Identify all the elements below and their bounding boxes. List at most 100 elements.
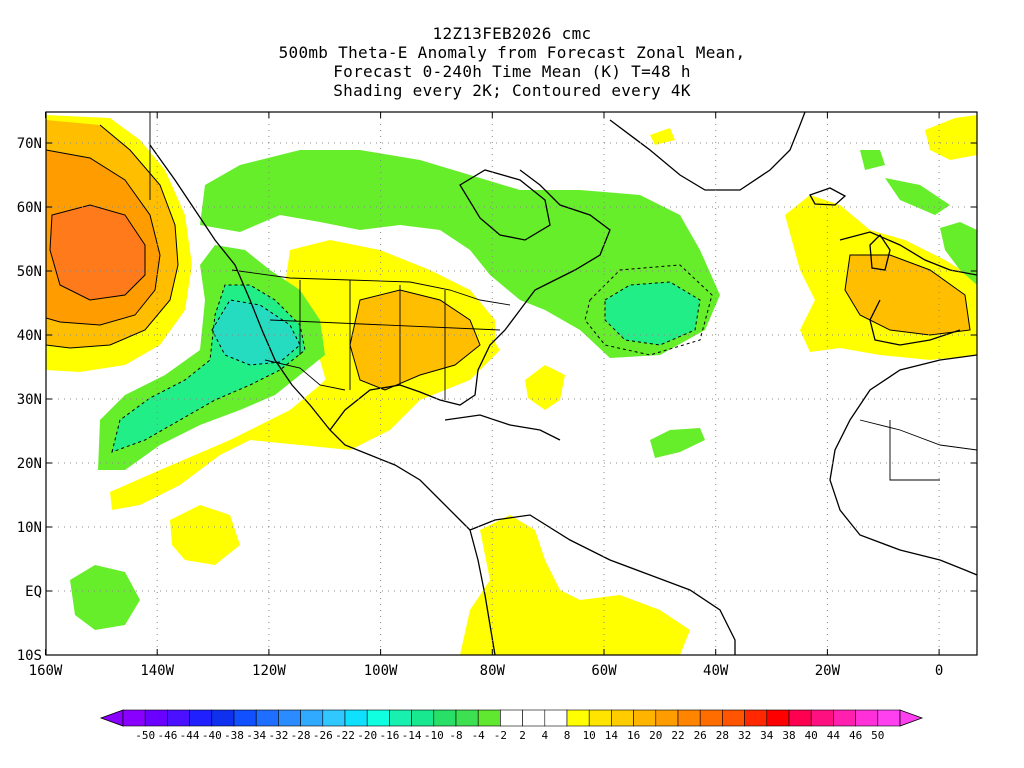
- y-tick-label-1: 60N: [17, 200, 42, 216]
- cold-anomaly-atlantic-small: [885, 178, 950, 215]
- colorbar-swatch-22: [611, 709, 634, 727]
- coast-uk: [869, 233, 891, 271]
- contour-lines-negative: [111, 264, 713, 453]
- coast-south-america: [469, 514, 736, 655]
- title-line-variable: 500mb Theta-E Anomaly from Forecast Zona…: [278, 43, 746, 62]
- border-us-canada: [231, 269, 511, 306]
- colorbar-label-9: -22: [335, 729, 355, 742]
- contour-west-cold-outer: [111, 284, 306, 453]
- x-tick-label-1: 140W: [140, 663, 174, 679]
- colorbar-swatch-15: [455, 709, 479, 727]
- colorbar-swatch-4: [211, 709, 235, 727]
- colorbar-swatch-2: [167, 709, 190, 727]
- colorbar-swatch-30: [788, 709, 812, 727]
- border-africa-2: [889, 420, 940, 481]
- colorbar-swatch-28: [744, 709, 768, 727]
- colorbar-label-13: -10: [424, 729, 444, 742]
- colorbar-swatch-6: [255, 709, 279, 727]
- y-tick-label-0: 70N: [17, 136, 42, 152]
- colorbar-swatch-31: [810, 709, 834, 727]
- colorbar-label-29: 38: [782, 729, 795, 742]
- colorbar-label-27: 32: [738, 729, 751, 742]
- colorbar-swatch-20: [566, 709, 590, 727]
- colorbar-label-19: 8: [564, 729, 571, 742]
- cold-anomaly-tropical-atlantic: [650, 428, 705, 458]
- colorbar-label-2: -44: [180, 729, 200, 742]
- colorbar-label-5: -34: [246, 729, 266, 742]
- colorbar-label-8: -26: [313, 729, 333, 742]
- colorbar-swatch-3: [189, 709, 213, 727]
- map-title: 12Z13FEB2026 cmc 500mb Theta-E Anomaly f…: [0, 24, 1024, 100]
- x-tick-label-4: 80W: [480, 663, 506, 679]
- y-tick-label-5: 20N: [17, 456, 42, 472]
- contour-us-warm: [349, 289, 481, 391]
- colorbar-label-25: 26: [694, 729, 707, 742]
- colorbar-swatch-26: [699, 709, 723, 727]
- x-tick-label-2: 120W: [252, 663, 286, 679]
- colorbar-label-30: 40: [805, 729, 818, 742]
- colorbar-label-26: 28: [716, 729, 729, 742]
- title-line-forecast: Forecast 0-240h Time Mean (K) T=48 h: [333, 62, 691, 81]
- colorbar-swatch-12: [389, 709, 412, 727]
- colorbar-label-0: -50: [135, 729, 155, 742]
- colorbar-swatch-29: [766, 709, 790, 727]
- title-line-date: 12Z13FEB2026 cmc: [432, 24, 592, 43]
- colorbar-swatch-18: [522, 709, 546, 727]
- warm-anomaly-south-america: [460, 515, 690, 655]
- coast-africa: [829, 354, 977, 576]
- colorbar-label-23: 20: [649, 729, 662, 742]
- colorbar-swatch-10: [344, 709, 368, 727]
- colorbar-label-18: 4: [541, 729, 548, 742]
- colorbar-arrow-right: [899, 709, 924, 727]
- coast-caribbean: [444, 414, 561, 441]
- colorbar-label-7: -28: [291, 729, 311, 742]
- colorbar-label-4: -38: [224, 729, 244, 742]
- x-tick-label-7: 20W: [815, 663, 841, 679]
- colorbar-label-28: 34: [760, 729, 774, 742]
- colorbar-swatch-24: [655, 709, 679, 727]
- contour-pacific-mid: [46, 149, 161, 326]
- colorbar-label-32: 46: [849, 729, 862, 742]
- contour-atlantic-cold-outer: [584, 264, 713, 356]
- colorbar-label-15: -4: [472, 729, 486, 742]
- y-tick-label-2: 50N: [17, 264, 42, 280]
- warm-anomaly-us-core: [350, 290, 480, 390]
- colorbar-swatch-14: [433, 709, 457, 727]
- x-tick-label-8: 0: [935, 663, 943, 679]
- y-tick-label-6: 10N: [17, 520, 42, 536]
- colorbar-swatch-21: [588, 709, 612, 727]
- cold-anomaly-europe-n: [940, 222, 977, 285]
- colorbar-label-10: -20: [357, 729, 377, 742]
- colorbar-swatch-16: [477, 709, 501, 727]
- coast-iceland: [809, 187, 847, 206]
- coastlines: [149, 112, 977, 655]
- political-borders: [149, 112, 977, 481]
- gridlines: [46, 112, 977, 655]
- coast-europe: [839, 231, 977, 276]
- colorbar: -50 -46 -44 -40 -38 -34 -32 -28 -26 -22 -20 -16 -14-…: [99, 709, 924, 742]
- x-tick-label-6: 40W: [703, 663, 729, 679]
- x-tick-label-3: 100W: [364, 663, 398, 679]
- colorbar-swatch-19: [544, 709, 568, 727]
- coast-gulf: [329, 309, 521, 431]
- colorbar-label-22: 16: [627, 729, 640, 742]
- colorbar-swatch-25: [677, 709, 701, 727]
- colorbar-swatch-7: [278, 709, 301, 727]
- anomaly-field: [46, 115, 977, 655]
- border-states-5: [269, 319, 501, 331]
- coast-north-america-west: [149, 144, 471, 531]
- colorbar-label-17: 2: [519, 729, 526, 742]
- x-tick-label-5: 60W: [591, 663, 617, 679]
- cold-anomaly-greenland-w: [860, 150, 885, 170]
- y-tick-label-7: EQ: [25, 584, 42, 600]
- colorbar-label-21: 14: [605, 729, 619, 742]
- colorbar-arrow-left: [99, 709, 124, 727]
- x-tick-label-0: 160W: [29, 663, 63, 679]
- x-axis: 160W 140W 120W 100W 80W 60W 40W 20W 0: [29, 112, 943, 679]
- coast-north-america-east: [519, 169, 611, 311]
- warm-anomaly-pacific-max: [50, 205, 145, 300]
- cold-anomaly-canada: [200, 150, 720, 358]
- contour-pacific-outer: [46, 124, 179, 349]
- colorbar-label-16: -2: [494, 729, 507, 742]
- coast-hudson-bay: [459, 169, 551, 241]
